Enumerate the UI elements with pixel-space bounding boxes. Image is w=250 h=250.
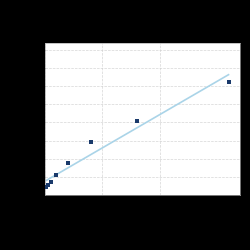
Point — [46, 183, 50, 187]
Point — [226, 80, 230, 84]
Point — [89, 140, 93, 144]
Point — [135, 118, 139, 122]
Point — [49, 180, 53, 184]
Point — [66, 161, 70, 165]
Y-axis label: OD: OD — [17, 114, 23, 124]
Point — [44, 186, 48, 190]
Point — [54, 173, 58, 177]
X-axis label: Rat WASL
Concentration (pg/ml): Rat WASL Concentration (pg/ml) — [108, 212, 177, 222]
